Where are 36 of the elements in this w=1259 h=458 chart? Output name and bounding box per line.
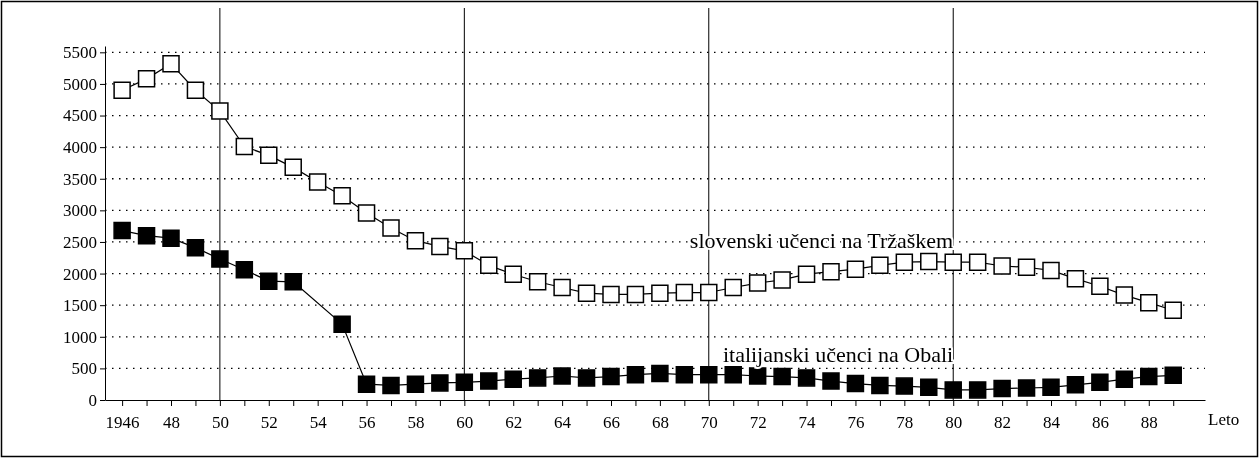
x-tick-label: 56 xyxy=(358,412,376,432)
x-tick-label: 58 xyxy=(407,412,425,432)
x-tick-label: 76 xyxy=(847,412,865,432)
x-tick-label: 52 xyxy=(260,412,278,432)
y-tick-label: 4000 xyxy=(63,138,97,158)
x-tick-label: 64 xyxy=(554,412,572,432)
x-tick-label: 70 xyxy=(700,412,718,432)
y-tick-label: 5000 xyxy=(63,74,97,94)
x-tick-label: 88 xyxy=(1140,412,1158,432)
y-tick-label: 1000 xyxy=(63,327,97,347)
y-tick-label: 0 xyxy=(88,390,97,410)
x-tick-label: 72 xyxy=(749,412,767,432)
x-tick-label: 60 xyxy=(456,412,474,432)
x-tick-label: 54 xyxy=(309,412,328,432)
x-tick-label: 1946 xyxy=(105,412,140,432)
x-tick-label: 68 xyxy=(651,412,669,432)
y-tick-label: 3000 xyxy=(63,201,97,221)
y-tick-label: 4500 xyxy=(63,106,97,126)
x-tick-label: 80 xyxy=(945,412,963,432)
x-tick-label: 48 xyxy=(163,412,180,432)
x-tick-label: 82 xyxy=(994,412,1012,432)
x-tick-label: 78 xyxy=(896,412,914,432)
y-tick-label: 500 xyxy=(71,359,97,379)
x-tick-label: 84 xyxy=(1043,412,1061,432)
y-tick-label: 1500 xyxy=(63,296,97,316)
y-tick-label: 2500 xyxy=(63,232,97,252)
x-tick-label: 66 xyxy=(603,412,620,432)
x-tick-label: 62 xyxy=(505,412,523,432)
x-axis-title: Leto xyxy=(1208,410,1240,429)
x-tick-label: 50 xyxy=(211,412,229,432)
x-tick-label: 86 xyxy=(1091,412,1109,432)
x-tick-label: 74 xyxy=(798,412,817,432)
series-label: italijanski učenci na Obali xyxy=(722,341,954,367)
y-tick-label: 3500 xyxy=(63,169,97,189)
y-tick-label: 5500 xyxy=(63,43,97,63)
y-tick-label: 2000 xyxy=(63,264,97,284)
